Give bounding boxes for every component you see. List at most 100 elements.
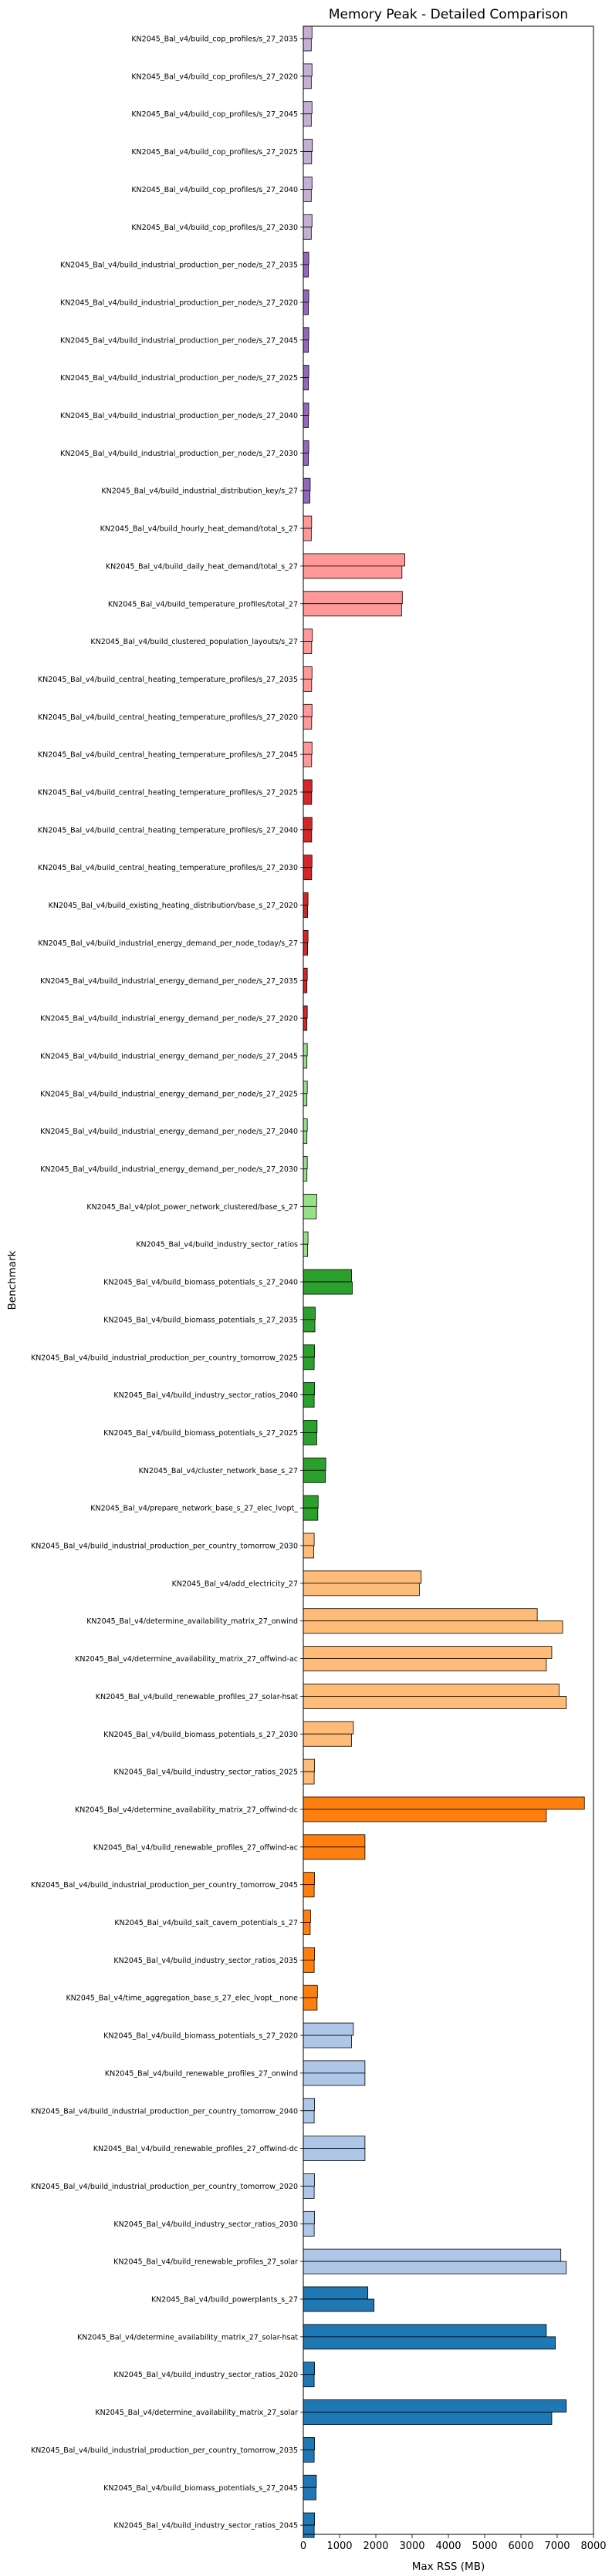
bar-54-run-2: [303, 2072, 366, 2086]
bar-36-run-2: [303, 1394, 315, 1408]
category-label: KN2045_Bal_v4/build_renewable_profiles_2…: [113, 2258, 298, 2267]
bar-16-run-1: [303, 629, 313, 642]
category-label: KN2045_Bal_v4/build_cop_profiles/s_27_20…: [131, 224, 298, 232]
category-label: KN2045_Bal_v4/build_industry_sector_rati…: [113, 1768, 298, 1777]
category-label: KN2045_Bal_v4/build_biomass_potentials_s…: [103, 2032, 298, 2041]
bar-36-run-1: [303, 1382, 315, 1395]
category-label: KN2045_Bal_v4/build_central_heating_temp…: [38, 751, 298, 760]
bar-4-run-1: [303, 176, 313, 190]
category-label: KN2045_Bal_v4/build_industrial_productio…: [31, 2183, 298, 2191]
category-label: KN2045_Bal_v4/build_renewable_profiles_2…: [96, 1693, 299, 1701]
category-label: KN2045_Bal_v4/time_aggregation_base_s_27…: [66, 1994, 298, 2003]
category-label: KN2045_Bal_v4/build_central_heating_temp…: [38, 676, 298, 684]
x-tick-label: 0: [300, 2541, 306, 2552]
bar-27-run-1: [303, 1043, 308, 1057]
bar-53-run-1: [303, 2022, 354, 2036]
bar-50-run-1: [303, 1910, 311, 1923]
bar-5-run-1: [303, 214, 313, 228]
category-label: KN2045_Bal_v4/build_cop_profiles/s_27_20…: [131, 110, 298, 119]
bar-55-run-1: [303, 2098, 315, 2112]
bar-66-run-2: [303, 2524, 315, 2538]
category-label: KN2045_Bal_v4/build_biomass_potentials_s…: [103, 1316, 298, 1324]
bar-45-run-1: [303, 1721, 354, 1735]
category-label: KN2045_Bal_v4/determine_availability_mat…: [75, 1806, 298, 1814]
bar-64-run-1: [303, 2436, 315, 2450]
category-label: KN2045_Bal_v4/build_industrial_productio…: [60, 374, 298, 383]
category-label: KN2045_Bal_v4/build_temperature_profiles…: [108, 600, 298, 609]
bar-14-run-1: [303, 553, 406, 567]
bar-8-run-2: [303, 339, 309, 353]
bar-7-run-1: [303, 289, 309, 303]
bar-61-run-2: [303, 2336, 556, 2350]
bar-17-run-2: [303, 679, 313, 692]
category-label: KN2045_Bal_v4/build_renewable_profiles_2…: [105, 2069, 298, 2078]
bar-65-run-2: [303, 2487, 316, 2500]
bar-30-run-1: [303, 1156, 308, 1169]
bar-43-run-2: [303, 1658, 547, 1671]
category-label: KN2045_Bal_v4/build_central_heating_temp…: [38, 789, 298, 797]
category-label: KN2045_Bal_v4/build_cop_profiles/s_27_20…: [131, 35, 298, 44]
category-label: KN2045_Bal_v4/build_industrial_productio…: [60, 261, 298, 270]
category-label: KN2045_Bal_v4/build_cop_profiles/s_27_20…: [131, 186, 298, 194]
bar-44-run-1: [303, 1683, 560, 1697]
category-label: KN2045_Bal_v4/determine_availability_mat…: [86, 1617, 298, 1626]
bar-31-run-1: [303, 1193, 317, 1207]
category-label: KN2045_Bal_v4/build_industrial_distribut…: [101, 487, 298, 496]
category-label: KN2045_Bal_v4/build_salt_cavern_potentia…: [114, 1919, 298, 1927]
bar-9-run-2: [303, 377, 309, 391]
bar-38-run-2: [303, 1469, 326, 1483]
bar-35-run-2: [303, 1357, 315, 1371]
x-tick-label: 8000: [580, 2541, 606, 2552]
bar-53-run-2: [303, 2035, 352, 2048]
category-label: KN2045_Bal_v4/build_industrial_productio…: [60, 336, 298, 345]
x-tick-label: 3000: [399, 2541, 424, 2552]
category-label: KN2045_Bal_v4/build_industry_sector_rati…: [113, 1957, 298, 1965]
bar-55-run-2: [303, 2110, 315, 2124]
bar-21-run-2: [303, 829, 313, 843]
category-label: KN2045_Bal_v4/build_industrial_energy_de…: [40, 1165, 298, 1174]
bar-32-run-1: [303, 1231, 309, 1245]
bar-48-run-1: [303, 1834, 366, 1848]
bar-4-run-2: [303, 188, 312, 202]
category-label: KN2045_Bal_v4/build_industrial_productio…: [60, 450, 298, 458]
category-label: KN2045_Bal_v4/add_electricity_27: [172, 1580, 298, 1588]
category-label: KN2045_Bal_v4/build_industrial_energy_de…: [40, 1090, 298, 1098]
y-axis-label: Benchmark: [6, 1250, 19, 1310]
category-label: KN2045_Bal_v4/prepare_network_base_s_27_…: [90, 1505, 298, 1513]
category-label: KN2045_Bal_v4/build_industry_sector_rati…: [113, 2220, 298, 2229]
bar-3-run-1: [303, 139, 313, 152]
category-label: KN2045_Bal_v4/build_industry_sector_rati…: [113, 2522, 298, 2530]
bar-32-run-2: [303, 1243, 309, 1257]
bar-63-run-1: [303, 2399, 567, 2412]
category-label: KN2045_Bal_v4/plot_power_network_cluster…: [86, 1203, 298, 1212]
bar-2-run-2: [303, 113, 312, 127]
bar-12-run-1: [303, 477, 311, 491]
bar-46-run-1: [303, 1758, 315, 1772]
category-label: KN2045_Bal_v4/build_existing_heating_dis…: [49, 902, 298, 910]
bar-28-run-1: [303, 1081, 308, 1094]
bar-5-run-2: [303, 226, 312, 240]
bar-14-run-2: [303, 565, 403, 579]
bar-59-run-1: [303, 2248, 562, 2262]
bar-40-run-2: [303, 1545, 315, 1559]
x-tick-label: 6000: [508, 2541, 533, 2552]
bar-42-run-1: [303, 1608, 538, 1622]
x-tick-label: 2000: [363, 2541, 388, 2552]
category-label: KN2045_Bal_v4/determine_availability_mat…: [75, 1655, 298, 1664]
bar-13-run-1: [303, 515, 313, 529]
category-label: KN2045_Bal_v4/build_industrial_energy_de…: [40, 1052, 298, 1060]
bar-51-run-2: [303, 1959, 315, 1973]
bar-18-run-1: [303, 703, 313, 717]
category-label: KN2045_Bal_v4/build_industrial_energy_de…: [38, 939, 298, 948]
bar-39-run-2: [303, 1507, 319, 1521]
bar-30-run-2: [303, 1168, 308, 1182]
bar-35-run-1: [303, 1344, 315, 1358]
bar-13-run-2: [303, 528, 312, 541]
bar-42-run-2: [303, 1620, 563, 1634]
category-label: KN2045_Bal_v4/build_central_heating_temp…: [38, 713, 298, 722]
bar-7-run-2: [303, 302, 309, 315]
bar-52-run-2: [303, 1997, 318, 2011]
category-label: KN2045_Bal_v4/determine_availability_mat…: [77, 2333, 298, 2342]
bar-46-run-2: [303, 1771, 315, 1785]
